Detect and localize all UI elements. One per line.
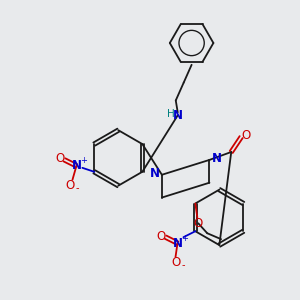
Text: O: O [66, 179, 75, 192]
Text: -: - [75, 183, 79, 193]
Text: O: O [156, 230, 165, 243]
Text: +: + [80, 156, 87, 165]
Text: N: N [173, 109, 183, 122]
Text: -: - [182, 260, 185, 270]
Text: O: O [171, 256, 180, 269]
Text: N: N [172, 237, 182, 250]
Text: O: O [55, 152, 64, 165]
Text: O: O [242, 129, 251, 142]
Text: N: N [212, 152, 221, 165]
Text: H: H [167, 109, 175, 119]
Text: N: N [150, 167, 160, 180]
Text: +: + [181, 234, 188, 243]
Text: O: O [194, 217, 203, 230]
Text: N: N [71, 159, 81, 172]
